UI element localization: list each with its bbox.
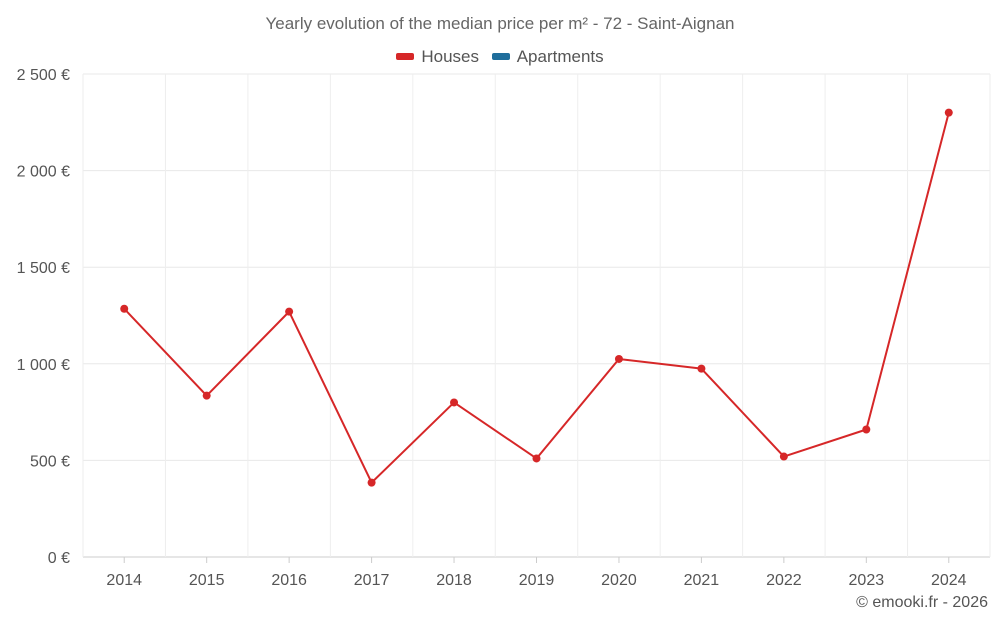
x-tick-label: 2022 xyxy=(766,572,802,589)
legend-label-houses: Houses xyxy=(421,46,479,66)
x-tick-label: 2016 xyxy=(271,572,307,589)
legend-swatch-houses xyxy=(396,53,415,60)
x-tick-label: 2020 xyxy=(601,572,637,589)
legend-label-apartments: Apartments xyxy=(516,46,604,66)
x-tick-label: 2017 xyxy=(354,572,390,589)
y-tick-label: 500 € xyxy=(30,453,70,470)
legend-item-houses[interactable]: Houses xyxy=(396,47,479,67)
data-point-houses xyxy=(697,364,706,373)
data-point-houses xyxy=(450,398,459,407)
x-tick-label: 2014 xyxy=(106,572,142,589)
y-tick-label: 2 000 € xyxy=(17,164,70,181)
data-point-houses xyxy=(532,454,541,463)
data-point-houses xyxy=(202,391,211,400)
data-point-houses xyxy=(367,478,376,487)
legend-item-apartments[interactable]: Apartments xyxy=(491,46,604,67)
x-tick-label: 2019 xyxy=(519,572,555,589)
x-tick-label: 2024 xyxy=(931,572,967,589)
x-tick-label: 2021 xyxy=(684,572,720,589)
data-point-houses xyxy=(944,108,953,117)
legend-swatch-apartments xyxy=(491,53,510,60)
data-point-houses xyxy=(120,304,129,313)
data-point-houses xyxy=(285,307,294,316)
x-tick-label: 2018 xyxy=(436,572,472,589)
data-point-houses xyxy=(862,425,871,434)
legend: Houses Apartments xyxy=(0,45,1000,67)
data-point-houses xyxy=(779,452,788,461)
y-tick-label: 2 500 € xyxy=(17,67,70,84)
y-tick-label: 1 000 € xyxy=(17,357,70,374)
credit-text: © emooki.fr - 2026 xyxy=(856,594,988,611)
y-tick-label: 1 500 € xyxy=(17,260,70,277)
x-tick-label: 2023 xyxy=(849,572,885,589)
data-point-houses xyxy=(614,354,623,363)
y-tick-label: 0 € xyxy=(48,550,70,567)
chart-title: Yearly evolution of the median price per… xyxy=(265,14,735,33)
x-tick-label: 2015 xyxy=(189,572,225,589)
